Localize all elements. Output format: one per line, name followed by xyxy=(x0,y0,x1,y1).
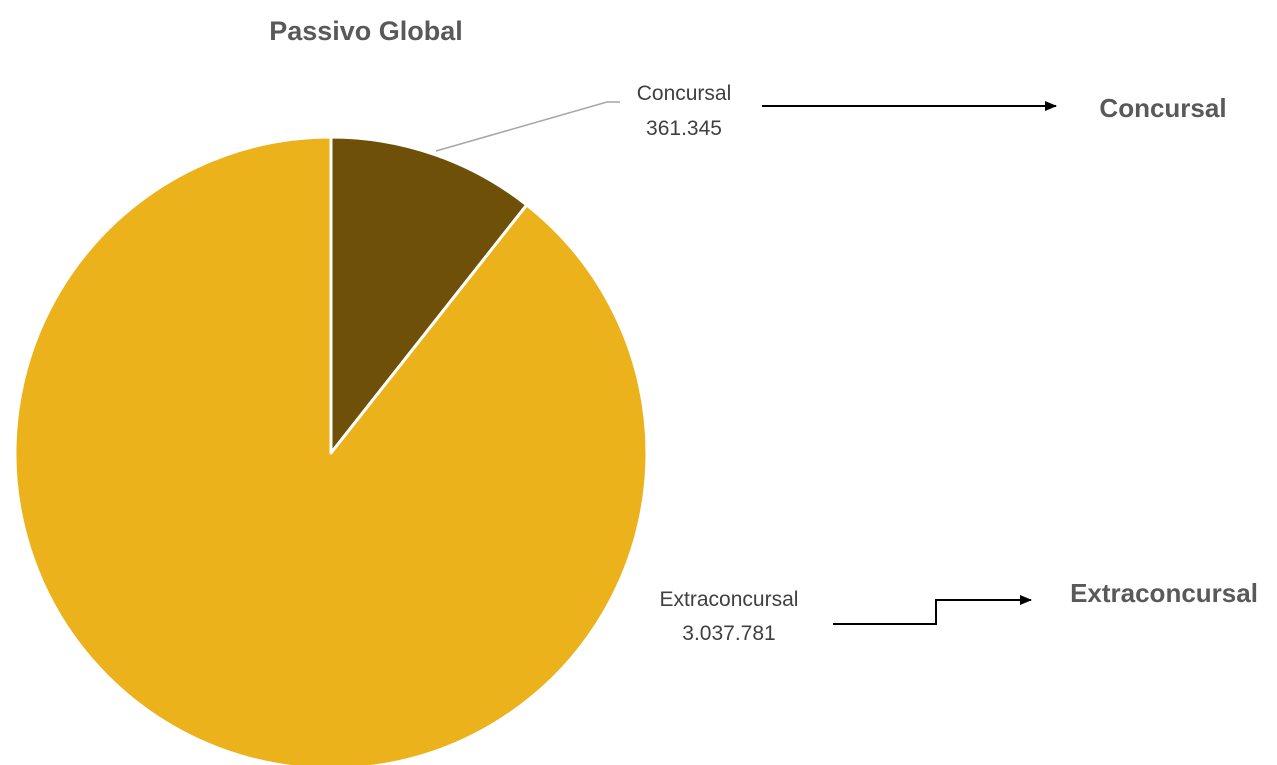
pie-slice-concursal xyxy=(329,135,529,455)
concursal-annotation: Concursal xyxy=(1099,93,1226,123)
concursal-slice-value: 361.345 xyxy=(646,117,722,140)
extraconcursal-slice-value: 3.037.781 xyxy=(682,622,775,645)
concursal-slice-label: Concursal xyxy=(637,82,732,105)
extraconcursal-slice-label: Extraconcursal xyxy=(660,588,799,611)
pie-slice-extraconcursal xyxy=(13,135,649,765)
extraconcursal-annotation: Extraconcursal xyxy=(1070,578,1258,608)
pie-slices xyxy=(13,135,649,765)
concursal-leader-line xyxy=(435,101,620,152)
chart-title: Passivo Global xyxy=(269,16,463,46)
extraconcursal-arrow xyxy=(833,595,1032,625)
